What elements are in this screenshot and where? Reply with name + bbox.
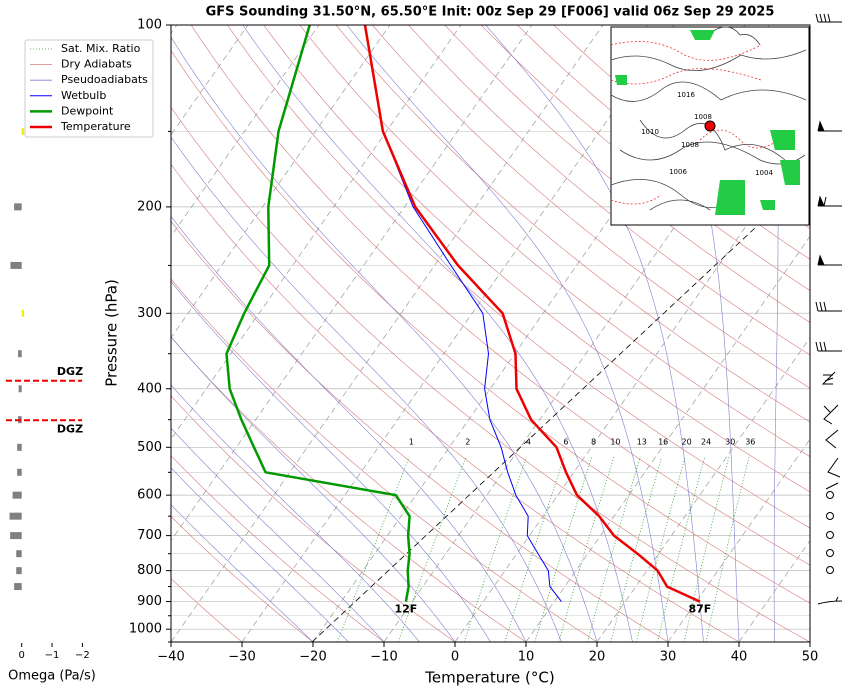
inset-label: 1008: [694, 113, 712, 121]
y-tick-label: 500: [137, 440, 162, 455]
legend-label: Wetbulb: [61, 89, 106, 102]
surface-label: 87F: [688, 603, 711, 616]
y-tick-label: 300: [137, 306, 162, 321]
mixing-ratio-label: 16: [658, 438, 668, 447]
chart-title: GFS Sounding 31.50°N, 65.50°E Init: 00z …: [206, 5, 775, 20]
x-tick-label: −40: [157, 650, 184, 665]
mixing-ratio-label: 2: [465, 438, 470, 447]
wind-barb: [816, 14, 842, 22]
y-tick-label: 600: [137, 488, 162, 503]
omega-bar: [10, 513, 22, 520]
omega-bar: [17, 444, 22, 451]
wind-barb: [823, 372, 835, 384]
omega-bar: [18, 350, 22, 357]
mixing-ratio-line: [464, 457, 527, 642]
omega-bar: [17, 469, 22, 476]
surface-label: 12F: [395, 603, 418, 616]
omega-bar: [10, 262, 21, 269]
x-tick-label: 40: [731, 650, 748, 665]
wind-barb: [818, 122, 842, 131]
y-tick-label: 100: [137, 18, 162, 33]
mixing-ratio-label: 1: [409, 438, 414, 447]
mixing-ratio-label: 10: [610, 438, 620, 447]
wind-barb: [826, 430, 840, 489]
x-axis-label: Temperature (°C): [424, 669, 554, 687]
y-tick-label: 200: [137, 199, 162, 214]
legend-label: Dewpoint: [61, 104, 114, 117]
mixing-ratio-label: 8: [591, 438, 596, 447]
calm-marker: [827, 532, 834, 539]
x-tick-label: 20: [589, 650, 606, 665]
mixing-ratio-label: 36: [745, 438, 755, 447]
inset-location: [705, 121, 715, 131]
inset-label: 1016: [677, 91, 695, 99]
legend-label: Sat. Mix. Ratio: [61, 42, 141, 55]
wind-barb: [824, 405, 838, 424]
x-tick-label: −20: [299, 650, 326, 665]
x-tick-label: −10: [370, 650, 397, 665]
inset-label: 1008: [681, 141, 699, 149]
mixing-ratio-label: 4: [526, 438, 531, 447]
y-tick-label: 700: [137, 528, 162, 543]
wind-barb: [818, 256, 842, 265]
omega-axis-label: Omega (Pa/s): [8, 669, 96, 684]
isotherm: [100, 25, 532, 642]
omega-tick-label: 0: [19, 650, 25, 661]
omega-tick-label: −2: [75, 650, 90, 661]
omega-bar: [22, 310, 24, 317]
calm-marker: [827, 492, 834, 499]
wind-barb: [816, 302, 842, 311]
omega-bar: [22, 128, 24, 135]
inset-label: 1004: [755, 169, 773, 177]
omega-bar: [13, 492, 22, 499]
mixing-ratio-line: [706, 457, 749, 642]
mixing-ratio-label: 24: [701, 438, 711, 447]
legend-label: Temperature: [60, 120, 131, 133]
y-tick-label: 900: [137, 594, 162, 609]
x-tick-label: −30: [228, 650, 255, 665]
mixing-ratio-label: 30: [725, 438, 735, 447]
calm-marker: [827, 513, 834, 520]
mixing-ratio-line: [505, 457, 564, 642]
omega-tick-label: −1: [45, 650, 60, 661]
legend-label: Pseudoadiabats: [61, 73, 148, 86]
omega-bar: [16, 550, 21, 557]
wind-barb: [818, 597, 842, 604]
calm-marker: [827, 550, 834, 557]
wind-barb: [818, 197, 842, 206]
wind-barbs: [816, 14, 842, 604]
x-tick-label: 10: [518, 650, 535, 665]
mixing-ratio-label: 13: [637, 438, 647, 447]
y-tick-label: 1000: [129, 622, 162, 637]
x-tick-label: 30: [660, 650, 677, 665]
inset-map: [611, 27, 809, 225]
calm-marker: [827, 567, 834, 574]
y-axis-label: Pressure (hPa): [103, 279, 121, 387]
inset-label: 1006: [669, 168, 687, 176]
omega-bar: [16, 567, 21, 574]
legend-label: Dry Adiabats: [61, 58, 132, 71]
dgz-label: DGZ: [57, 365, 83, 378]
isotherm: [242, 25, 674, 642]
mixing-ratio-label: 20: [682, 438, 692, 447]
dgz-label: DGZ: [57, 422, 83, 435]
mixing-ratio-line: [535, 457, 592, 642]
omega-bar: [10, 532, 22, 539]
omega-bar: [14, 583, 22, 590]
x-tick-label: 0: [451, 650, 459, 665]
wind-barb: [816, 342, 842, 351]
mixing-ratio-line: [559, 457, 614, 642]
mixing-ratio-label: 6: [563, 438, 568, 447]
omega-bar: [14, 203, 22, 210]
omega-bar: [19, 385, 22, 392]
y-tick-label: 400: [137, 381, 162, 396]
inset-label: 1010: [641, 128, 659, 136]
y-tick-label: 800: [137, 563, 162, 578]
x-tick-label: 50: [802, 650, 819, 665]
